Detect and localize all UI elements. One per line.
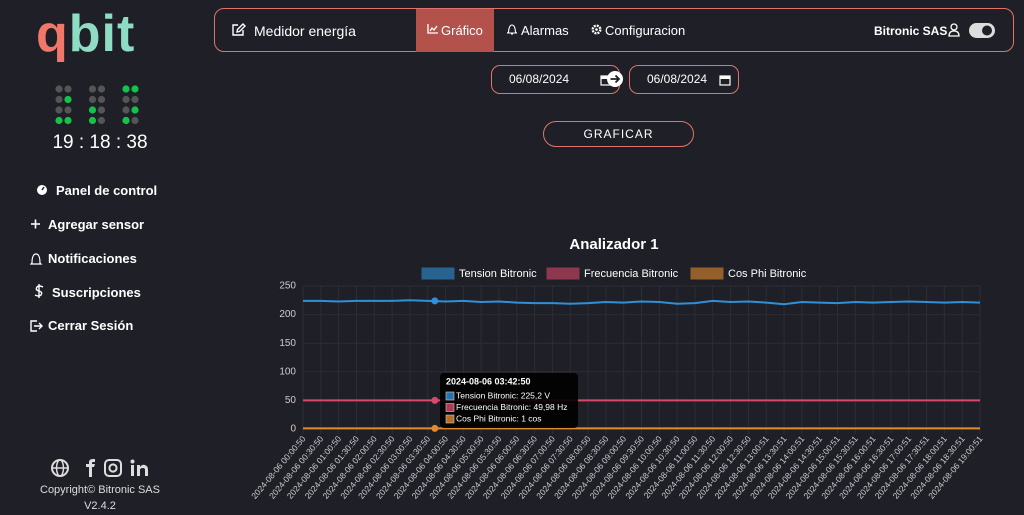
- menu-item[interactable]: Suscripciones: [52, 285, 141, 300]
- dot: [122, 116, 130, 125]
- tooltip-line: Cos Phi Bitronic: 1 cos: [456, 413, 542, 423]
- tab-active[interactable]: [416, 9, 494, 52]
- menu-item[interactable]: Cerrar Sesión: [48, 318, 134, 333]
- tab[interactable]: Alarmas: [521, 23, 569, 38]
- tab[interactable]: Gráfico: [441, 23, 483, 38]
- gear-icon: [591, 24, 602, 35]
- y-tick-label: 200: [279, 309, 296, 320]
- edit-icon: [232, 23, 246, 36]
- logo: qbit: [36, 4, 135, 64]
- logo-q: q: [36, 5, 69, 63]
- legend-label: Tension Bitronic: [459, 268, 537, 280]
- chart-title: Analizador 1: [569, 236, 658, 253]
- version: V2.4.2: [84, 500, 116, 512]
- dot: [97, 95, 106, 104]
- series-line: [303, 299, 981, 306]
- chart-icon: [427, 24, 438, 34]
- tooltip-line: Frecuencia Bitronic: 49,98 Hz: [456, 402, 568, 412]
- dot: [88, 116, 97, 125]
- dot: [64, 85, 72, 93]
- arrow-icon: [607, 71, 623, 87]
- tooltip-swatch: [445, 403, 455, 412]
- dot: [97, 116, 106, 125]
- menu-item[interactable]: Notificaciones: [48, 251, 137, 266]
- tooltip-swatch: [445, 414, 455, 424]
- dot: [55, 85, 63, 93]
- dot: [64, 116, 72, 125]
- y-tick-label: 150: [279, 338, 296, 349]
- dot: [64, 106, 72, 114]
- legend-swatch: [421, 267, 455, 280]
- user-name: Bitronic SAS: [874, 24, 948, 38]
- dot: [131, 85, 139, 93]
- dot: [55, 106, 63, 114]
- logo-bit: bit: [68, 5, 136, 63]
- tooltip-title: 2024-08-06 03:42:50: [446, 376, 531, 386]
- legend-swatch: [690, 267, 724, 280]
- dot: [131, 95, 139, 104]
- tab[interactable]: Configuracion: [605, 23, 686, 38]
- dot: [122, 106, 130, 114]
- y-tick-label: 250: [279, 281, 296, 292]
- hover-point: [431, 396, 439, 404]
- dot: [55, 116, 63, 125]
- tooltip-line: Tension Bitronic: 225,2 V: [456, 390, 550, 400]
- y-tick-label: 0: [290, 424, 296, 435]
- dot: [97, 85, 106, 93]
- user-toggle[interactable]: [947, 22, 997, 39]
- legend-label: Cos Phi Bitronic: [728, 268, 807, 280]
- dot: [88, 106, 97, 114]
- menu-item[interactable]: Panel de control: [56, 183, 158, 198]
- date-input[interactable]: 06/08/2024: [629, 65, 739, 94]
- page-title: Medidor energía: [254, 23, 356, 39]
- tooltip: 2024-08-06 03:42:50 Tension Bitronic: 225…: [440, 373, 578, 428]
- legend-label: Frecuencia Bitronic: [584, 268, 679, 280]
- bell-icon: [507, 24, 517, 35]
- y-tick-label: 100: [279, 366, 296, 377]
- menu-icons: [30, 185, 47, 332]
- menu-item[interactable]: Agregar sensor: [48, 217, 145, 232]
- social-icons: [51, 459, 148, 477]
- top-bar: [214, 8, 1014, 52]
- copyright: Copyright© Bitronic SAS: [40, 484, 160, 496]
- dot: [122, 95, 130, 104]
- dot-clock: [55, 85, 139, 125]
- dot: [55, 95, 63, 104]
- tooltip-box: [440, 373, 578, 428]
- tooltip-swatch: [445, 391, 455, 401]
- dot: [131, 116, 139, 125]
- dot: [131, 106, 139, 114]
- dot: [64, 95, 72, 104]
- plot-button[interactable]: GRAFICAR: [543, 121, 694, 147]
- dot: [88, 85, 97, 93]
- dot: [122, 85, 130, 93]
- hover-point: [431, 424, 439, 432]
- dot: [97, 106, 106, 114]
- dot: [88, 95, 97, 104]
- calendar-icon: [719, 75, 731, 86]
- clock: 19 : 18 : 38: [52, 132, 148, 153]
- hover-point: [431, 297, 439, 305]
- legend-swatch: [546, 267, 580, 280]
- y-tick-label: 50: [285, 395, 297, 406]
